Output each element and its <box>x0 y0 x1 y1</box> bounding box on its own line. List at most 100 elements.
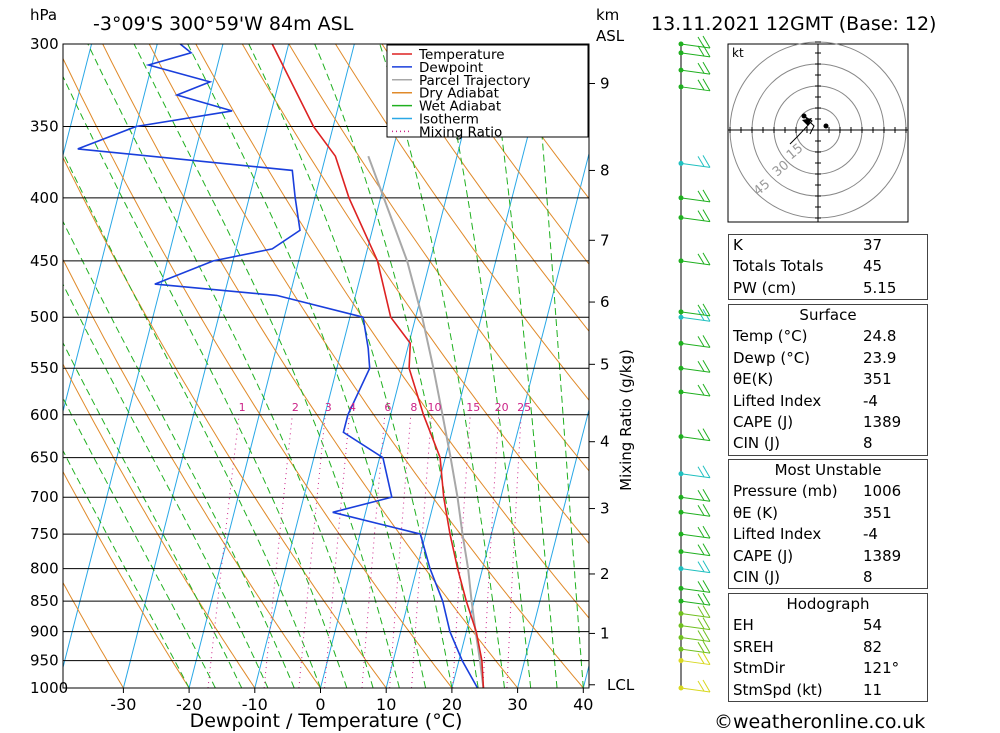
surface-label: θE(K) <box>733 370 774 389</box>
index-row: K 37 <box>729 235 927 256</box>
surface-label: Dewp (°C) <box>733 348 811 367</box>
wind-barb-flag <box>697 45 705 57</box>
surface-table: Surface Temp (°C) 24.8 Dewp (°C) 23.9 θE(K… <box>728 304 928 456</box>
wind-barb-flag <box>697 62 705 74</box>
surface-row: Temp (°C) 24.8 <box>729 326 927 347</box>
wind-barb-flag <box>697 561 705 572</box>
wet-adiabat-line <box>187 44 427 688</box>
wind-barb-staff <box>680 52 711 58</box>
index-label: PW (cm) <box>733 278 797 297</box>
height-tick-label: 3 <box>600 500 610 518</box>
mu-row: θE (K) 351 <box>729 503 927 524</box>
wind-barb-flag <box>702 465 711 479</box>
height-tick-label: 6 <box>600 293 610 311</box>
wind-barb-flag <box>697 309 705 321</box>
height-unit-km: km <box>596 6 619 24</box>
wind-barb-flag <box>697 253 705 265</box>
wind-barb-staff <box>680 162 711 168</box>
wind-barb-staff <box>680 613 711 619</box>
pressure-tick-label: 600 <box>30 406 59 424</box>
mixing-ratio-label: 25 <box>517 401 531 414</box>
wind-barb-flag <box>697 680 705 692</box>
wind-barb-staff <box>680 473 711 479</box>
height-tick-label: 4 <box>600 433 610 451</box>
height-tick-label: 7 <box>600 231 610 249</box>
pressure-tick-label: 900 <box>30 623 59 641</box>
wind-barb-flag <box>697 466 705 478</box>
wind-barb-staff <box>680 625 711 631</box>
mixing-ratio-label: 15 <box>466 401 480 414</box>
wind-barb-flag <box>702 640 711 654</box>
mixing-ratio-label: 4 <box>349 401 356 414</box>
wind-barb-staff <box>680 496 711 502</box>
wind-barb-flag <box>702 679 711 693</box>
isotherm-line <box>451 151 589 688</box>
chart-title-datetime: 13.11.2021 12GMT (Base: 12) <box>651 13 936 35</box>
legend-entry: Dry Adiabat <box>419 86 499 102</box>
height-tick-label: 8 <box>600 161 610 179</box>
isotherm-line <box>122 44 290 688</box>
pressure-unit-label: hPa <box>30 6 57 24</box>
mu-value: -4 <box>863 525 878 544</box>
wind-barb-staff <box>680 648 711 654</box>
wind-barb-staff <box>680 436 711 442</box>
hodo-label: StmDir <box>733 659 785 678</box>
wind-barb-staff <box>680 69 711 75</box>
mu-value: 351 <box>863 503 892 522</box>
legend-entry: Temperature <box>418 47 505 63</box>
index-value: 5.15 <box>863 278 897 297</box>
pressure-tick-label: 450 <box>30 252 59 270</box>
isotherm-line <box>385 44 552 688</box>
legend-entry: Wet Adiabat <box>419 99 501 115</box>
mixing-ratio-label: 3 <box>325 401 332 414</box>
wind-barb-staff <box>680 43 711 49</box>
mu-label: θE (K) <box>733 503 778 522</box>
surface-title: Surface <box>799 306 857 324</box>
height-tick-label: 9 <box>600 75 610 93</box>
pressure-tick-label: 700 <box>30 488 59 506</box>
wind-barb-staff <box>680 311 711 317</box>
pressure-tick-label: 400 <box>30 189 59 207</box>
wind-barb-flag <box>697 36 705 48</box>
wind-barb-flag <box>702 252 711 266</box>
x-tick-label: 20 <box>442 695 462 714</box>
index-label: Totals Totals <box>733 257 824 276</box>
hodo-row: EH 54 <box>729 615 927 636</box>
surface-row: θE(K) 351 <box>729 369 927 390</box>
wind-barb-flag <box>702 35 711 49</box>
wind-barb-flag <box>702 189 711 203</box>
dewpoint-line <box>77 44 479 688</box>
wind-barb-flag <box>702 209 711 222</box>
x-tick-label: -30 <box>110 695 136 714</box>
wind-barb-flag <box>697 526 705 538</box>
mu-label: CAPE (J) <box>733 546 794 565</box>
hodo-value: 121° <box>863 659 900 678</box>
surface-label: Temp (°C) <box>733 327 808 346</box>
height-tick-label: 1 <box>600 624 610 642</box>
wind-barb-flag <box>702 560 711 573</box>
wet-adiabat-line <box>63 151 321 688</box>
wind-barb-flag <box>697 384 705 396</box>
wind-barb-flag <box>697 593 705 605</box>
index-value: 45 <box>863 257 883 276</box>
wind-barb-staff <box>680 391 711 397</box>
mu-value: 1006 <box>863 482 902 501</box>
mixing-ratio-label: 6 <box>384 401 391 414</box>
index-value: 37 <box>863 236 883 254</box>
wind-barb-flag <box>697 304 705 316</box>
wind-barb-flag <box>697 489 705 501</box>
legend-entry: Dewpoint <box>419 60 483 76</box>
dry-adiabat-line <box>63 470 190 688</box>
wind-barb-staff <box>680 637 711 643</box>
pressure-tick-label: 550 <box>30 359 59 377</box>
x-tick-label: 0 <box>315 695 325 714</box>
mixing-ratio-label: 1 <box>239 401 246 414</box>
wind-barb-flag <box>702 504 711 517</box>
wind-barb-staff <box>680 551 711 557</box>
isotherm-line <box>254 44 421 688</box>
surface-value: 351 <box>863 370 892 389</box>
wind-barb-flag <box>702 359 711 373</box>
